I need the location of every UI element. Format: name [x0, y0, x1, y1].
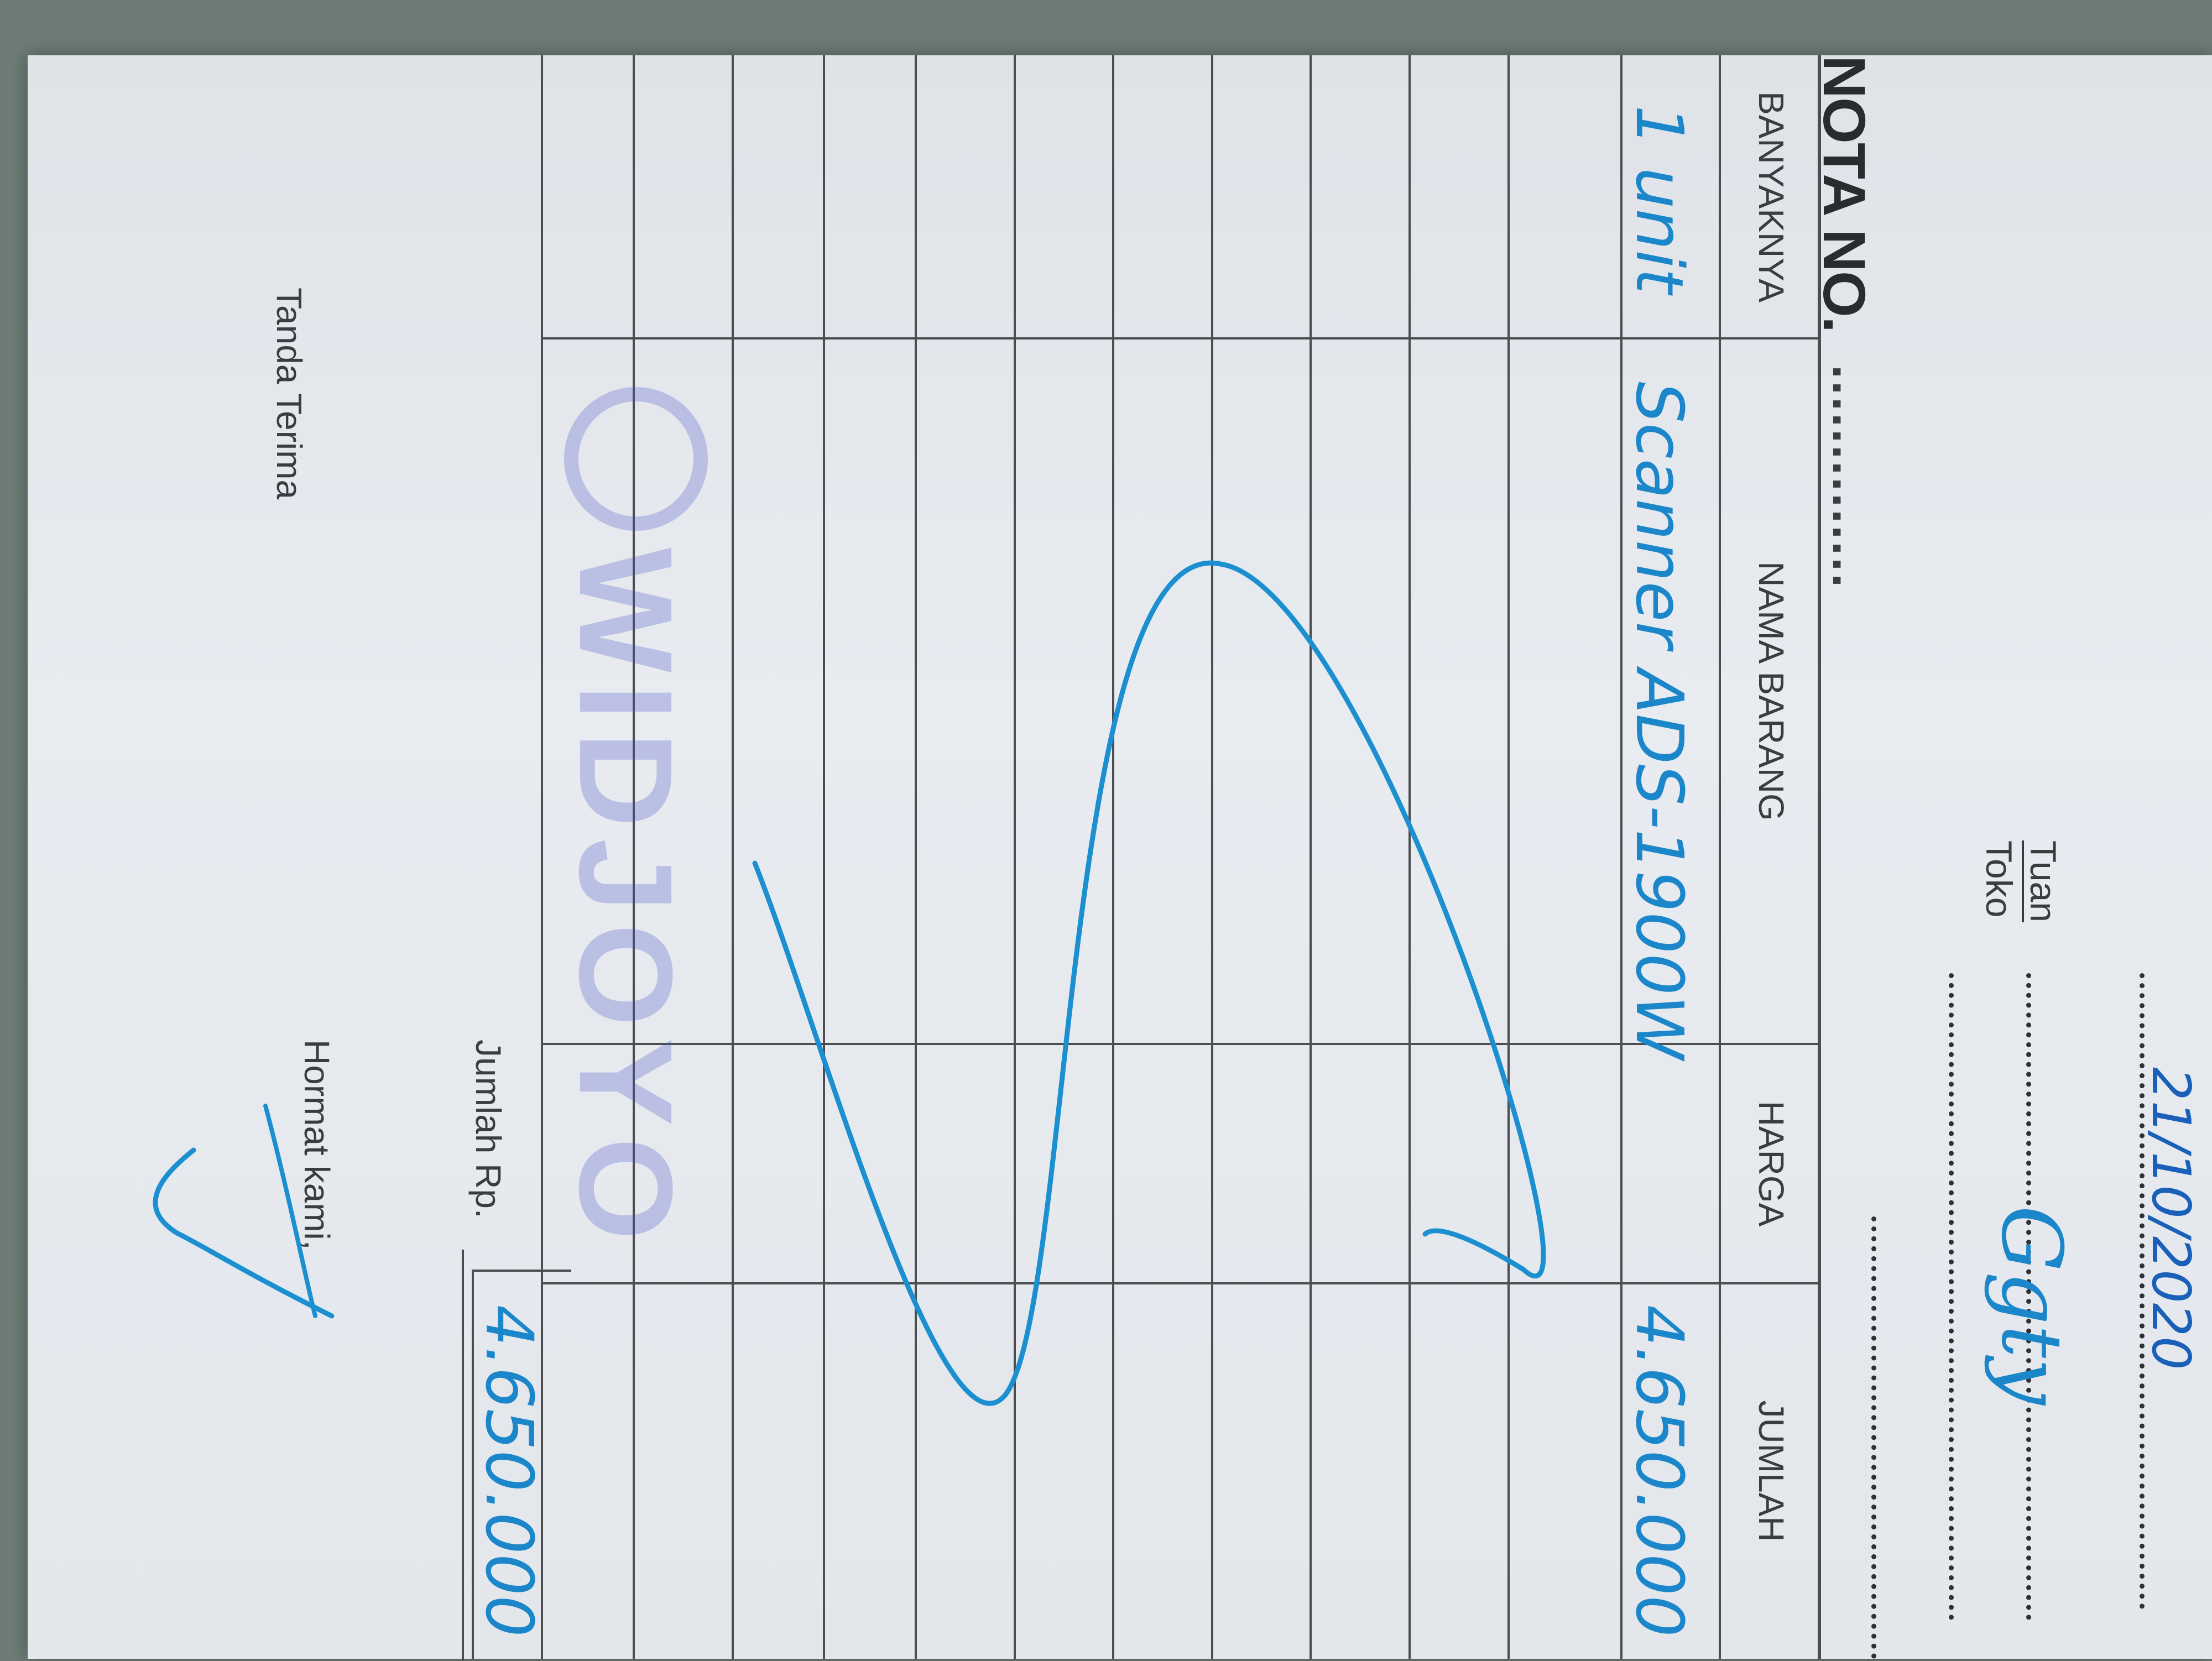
- sender-signature-tick: [263, 1104, 317, 1318]
- sender-signature-check: [153, 1147, 335, 1319]
- cross-out-stroke: [752, 560, 1546, 1406]
